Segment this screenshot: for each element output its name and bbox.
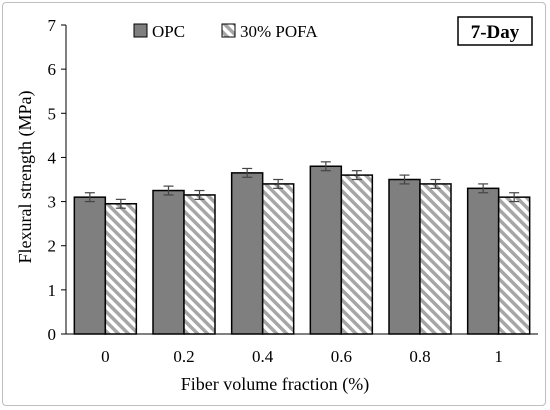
bar-pofa-1 xyxy=(497,196,531,335)
y-tick-label: 6 xyxy=(48,60,57,79)
legend-swatch-pofa xyxy=(221,23,236,38)
error-bar-pofa-1 xyxy=(509,192,520,203)
y-tick-label: 2 xyxy=(48,237,57,256)
error-bar-pofa-0.4 xyxy=(273,178,284,189)
bar-opc-0.8 xyxy=(388,178,421,335)
x-axis-ticks: 0 0.2 0.4 0.6 0.8 1 xyxy=(101,347,503,366)
error-bar-opc-0.6 xyxy=(320,161,331,172)
error-bar-opc-0.4 xyxy=(242,167,253,178)
bar-pofa-0 xyxy=(104,203,138,335)
x-tick-label: 0.6 xyxy=(331,347,352,366)
bar-pofa-0.2 xyxy=(183,194,216,335)
y-tick-label: 7 xyxy=(48,16,57,35)
error-bar-opc-0 xyxy=(84,192,95,203)
x-tick-label: 0.8 xyxy=(409,347,430,366)
error-bar-opc-1 xyxy=(478,183,489,194)
x-axis-title: Fiber volume fraction (%) xyxy=(181,374,369,395)
panel-label-box: 7-Day xyxy=(457,16,533,46)
y-tick-label: 4 xyxy=(48,148,57,167)
y-tick-label: 3 xyxy=(48,193,57,212)
bar-opc-0.2 xyxy=(152,189,185,335)
error-bar-pofa-0.2 xyxy=(194,189,205,200)
x-tick-label: 0.4 xyxy=(252,347,274,366)
x-tick-label: 0 xyxy=(101,347,110,366)
bar-pofa-0.6 xyxy=(340,174,374,335)
chart-frame xyxy=(2,2,546,406)
legend: OPC 30% POFA xyxy=(133,22,318,41)
error-bar-pofa-0.6 xyxy=(351,170,362,181)
y-tick-label: 5 xyxy=(48,104,57,123)
legend-label-pofa: 30% POFA xyxy=(240,22,318,41)
legend-label-opc: OPC xyxy=(152,22,185,41)
error-bar-opc-0.2 xyxy=(163,185,174,196)
y-axis-ticks: 0 1 2 3 4 5 6 7 xyxy=(48,16,66,344)
bar-opc-1 xyxy=(466,187,500,335)
bar-pofa-0.4 xyxy=(261,183,295,335)
bar-opc-0 xyxy=(73,196,107,335)
error-bar-pofa-0.8 xyxy=(430,178,441,189)
error-bar-opc-0.8 xyxy=(399,174,410,185)
y-tick-label: 1 xyxy=(48,281,57,300)
y-tick-label: 0 xyxy=(48,325,57,344)
x-tick-label: 0.2 xyxy=(173,347,194,366)
legend-swatch-opc xyxy=(133,23,148,38)
bar-opc-0.4 xyxy=(230,172,264,335)
error-bar-pofa-0 xyxy=(115,198,126,209)
bar-pofa-0.8 xyxy=(419,183,452,335)
x-tick-label: 1 xyxy=(494,347,503,366)
bar-opc-0.6 xyxy=(309,165,343,335)
panel-label: 7-Day xyxy=(471,22,520,43)
y-axis-title: Flexural strength (MPa) xyxy=(15,91,36,264)
bars-group xyxy=(73,161,531,335)
